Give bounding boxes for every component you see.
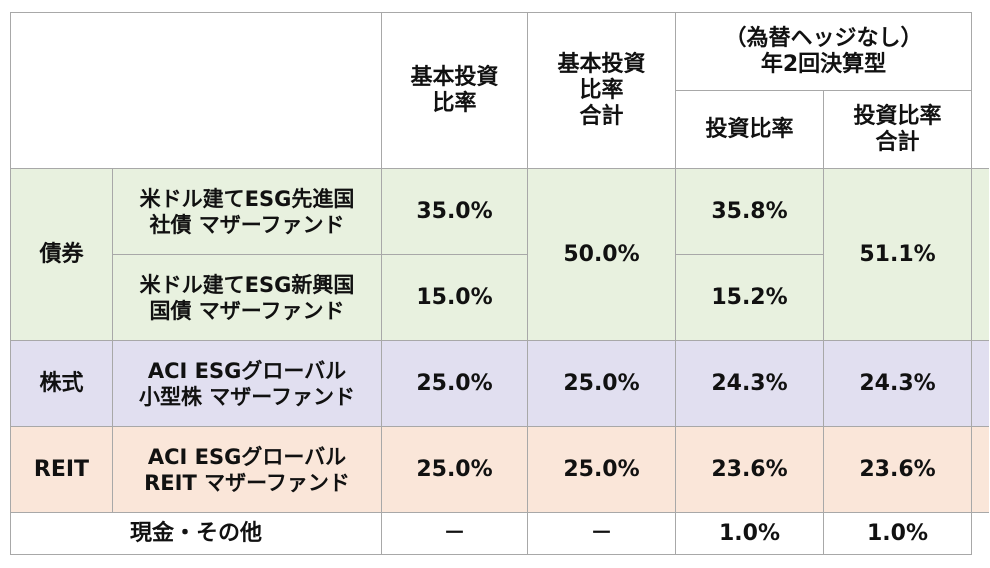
fund-reit-line1: ACI ESGグローバル [147, 444, 347, 469]
header-base-total-line3: 合計 [579, 103, 624, 129]
base-ratio-bond-developed: 35.0% [381, 168, 528, 255]
inv-ratio-cash: 1.0% [675, 512, 824, 555]
inv-total-bond: 51.1% [822, 168, 973, 341]
header-base-ratio-line1: 基本投資 [410, 64, 499, 90]
base-ratio-stock: 25.0% [381, 340, 528, 427]
fund-reit: ACI ESGグローバル REIT マザーファンド [112, 426, 382, 513]
edge-cell [971, 340, 989, 427]
fund-stock-line2: 小型株 マザーファンド [138, 384, 356, 409]
header-hedge-group: （為替ヘッジなし） 年2回決算型 [674, 12, 973, 91]
inv-total-reit: 23.6% [822, 426, 973, 513]
inv-ratio-stock: 24.3% [675, 340, 824, 427]
base-ratio-bond-emerging: 15.0% [381, 254, 528, 341]
header-blank-cell [10, 12, 382, 169]
fund-bond-developed-line2: 社債 マザーファンド [149, 212, 345, 237]
header-inv-total: 投資比率 合計 [822, 90, 973, 169]
cash-label: 現金・その他 [10, 512, 382, 555]
fund-bond-emerging-line2: 国債 マザーファンド [149, 298, 345, 323]
category-stock: 株式 [10, 340, 113, 427]
header-hedge-line2: 年2回決算型 [760, 51, 887, 77]
fund-bond-emerging-line1: 米ドル建てESG新興国 [139, 272, 355, 297]
fund-reit-line2: REIT マザーファンド [144, 470, 350, 495]
fund-stock-line1: ACI ESGグローバル [147, 358, 347, 383]
edge-cell [971, 168, 989, 341]
header-base-ratio-line2: 比率 [432, 90, 477, 116]
base-total-cash: － [527, 512, 676, 555]
edge-cell [971, 12, 989, 169]
inv-total-cash: 1.0% [822, 512, 973, 555]
header-inv-ratio: 投資比率 [675, 90, 824, 169]
base-total-stock: 25.0% [527, 340, 676, 427]
fund-bond-emerging: 米ドル建てESG新興国 国債 マザーファンド [112, 254, 382, 341]
inv-ratio-bond-emerging: 15.2% [675, 254, 824, 341]
header-hedge-line1: （為替ヘッジなし） [724, 25, 923, 51]
base-ratio-cash: － [381, 512, 528, 555]
header-base-total-line1: 基本投資 [557, 51, 646, 77]
allocation-table-container: 基本投資 比率 基本投資 比率 合計 （為替ヘッジなし） 年2回決算型 投資比率… [10, 12, 989, 555]
allocation-table: 基本投資 比率 基本投資 比率 合計 （為替ヘッジなし） 年2回決算型 投資比率… [10, 12, 989, 555]
header-base-total-line2: 比率 [579, 77, 624, 103]
fund-stock: ACI ESGグローバル 小型株 マザーファンド [112, 340, 382, 427]
category-bond: 債券 [10, 168, 113, 341]
header-inv-total-line2: 合計 [875, 129, 920, 155]
edge-cell [971, 426, 989, 513]
header-base-total: 基本投資 比率 合計 [527, 12, 676, 169]
base-total-reit: 25.0% [527, 426, 676, 513]
header-base-ratio: 基本投資 比率 [381, 12, 528, 169]
header-inv-total-line1: 投資比率 [853, 103, 942, 129]
inv-ratio-reit: 23.6% [675, 426, 824, 513]
edge-cell [971, 512, 989, 555]
fund-bond-developed-line1: 米ドル建てESG先進国 [139, 186, 355, 211]
fund-bond-developed: 米ドル建てESG先進国 社債 マザーファンド [112, 168, 382, 255]
base-total-bond: 50.0% [527, 168, 676, 341]
base-ratio-reit: 25.0% [381, 426, 528, 513]
category-reit: REIT [10, 426, 113, 513]
inv-total-stock: 24.3% [822, 340, 973, 427]
inv-ratio-bond-developed: 35.8% [675, 168, 824, 255]
